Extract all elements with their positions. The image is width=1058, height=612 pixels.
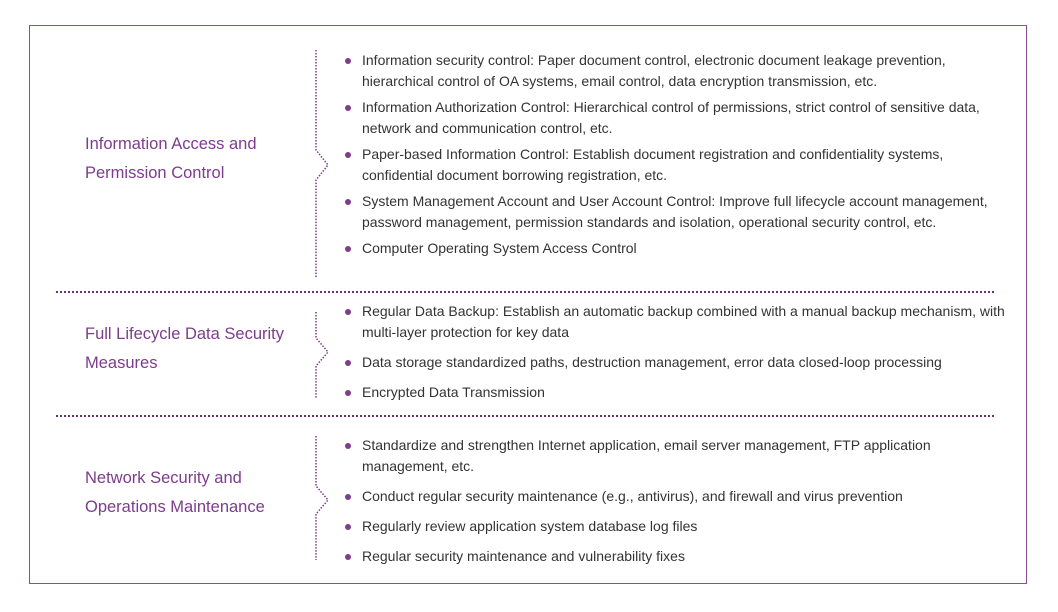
bullet-icon (345, 360, 351, 366)
list-item: Regularly review application system data… (345, 516, 1017, 537)
list-item: Conduct regular security maintenance (e.… (345, 486, 1017, 507)
bullet-icon (345, 199, 351, 205)
section-divider (56, 415, 994, 417)
list-item: Encrypted Data Transmission (345, 382, 1017, 403)
list-item: Regular security maintenance and vulnera… (345, 546, 1017, 567)
bullet-icon (345, 152, 351, 158)
diagram-frame (29, 25, 1027, 584)
bullet-icon (345, 554, 351, 560)
list-item: Regular Data Backup: Establish an automa… (345, 301, 1017, 343)
list-item: Data storage standardized paths, destruc… (345, 352, 1017, 373)
list-item: Computer Operating System Access Control (345, 238, 1017, 259)
bullet-icon (345, 494, 351, 500)
section-3-list: Standardize and strengthen Internet appl… (345, 435, 1017, 567)
bullet-icon (345, 309, 351, 315)
brace-section-2 (315, 312, 329, 398)
section-label: Information Access and Permission Contro… (85, 135, 257, 182)
section-label: Full Lifecycle Data Security Measures (85, 325, 284, 372)
bullet-icon (345, 246, 351, 252)
list-item: Information security control: Paper docu… (345, 50, 1017, 92)
section-divider (56, 291, 994, 293)
brace-section-1 (315, 50, 329, 278)
list-item: Standardize and strengthen Internet appl… (345, 435, 1017, 477)
section-label: Network Security and Operations Maintena… (85, 469, 265, 516)
list-item: System Management Account and User Accou… (345, 191, 1017, 233)
list-item: Information Authorization Control: Hiera… (345, 97, 1017, 139)
bullet-icon (345, 58, 351, 64)
brace-section-3 (315, 436, 329, 560)
list-item: Paper-based Information Control: Establi… (345, 144, 1017, 186)
bullet-icon (345, 390, 351, 396)
bullet-icon (345, 105, 351, 111)
section-2-list: Regular Data Backup: Establish an automa… (345, 301, 1017, 403)
bullet-icon (345, 443, 351, 449)
section-1-list: Information security control: Paper docu… (345, 50, 1017, 259)
bullet-icon (345, 524, 351, 530)
